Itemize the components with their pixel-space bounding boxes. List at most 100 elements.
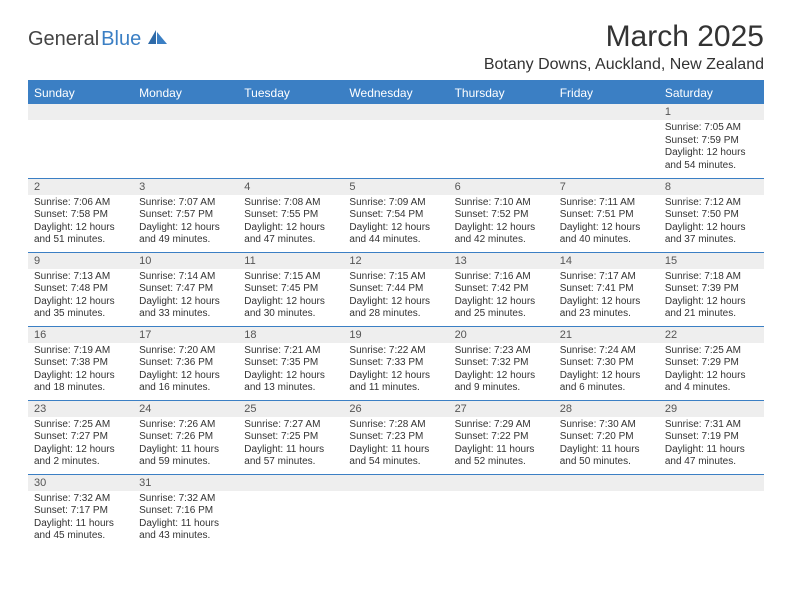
daylight-line-1: Daylight: 12 hours	[665, 296, 758, 309]
calendar-cell: 15Sunrise: 7:18 AMSunset: 7:39 PMDayligh…	[659, 252, 764, 326]
sunrise-line: Sunrise: 7:24 AM	[560, 345, 653, 358]
day-number	[28, 104, 133, 120]
daylight-line-2: and 13 minutes.	[244, 382, 337, 395]
calendar-cell: 9Sunrise: 7:13 AMSunset: 7:48 PMDaylight…	[28, 252, 133, 326]
daylight-line-1: Daylight: 12 hours	[34, 222, 127, 235]
daylight-line-1: Daylight: 12 hours	[34, 296, 127, 309]
calendar-cell	[554, 474, 659, 548]
daylight-line-2: and 21 minutes.	[665, 308, 758, 321]
calendar-cell	[238, 474, 343, 548]
calendar-cell: 17Sunrise: 7:20 AMSunset: 7:36 PMDayligh…	[133, 326, 238, 400]
sunset-line: Sunset: 7:55 PM	[244, 209, 337, 222]
title-block: March 2025 Botany Downs, Auckland, New Z…	[484, 20, 764, 74]
day-number: 25	[238, 401, 343, 417]
calendar-cell: 2Sunrise: 7:06 AMSunset: 7:58 PMDaylight…	[28, 178, 133, 252]
day-number: 19	[343, 327, 448, 343]
daylight-line-1: Daylight: 12 hours	[560, 222, 653, 235]
day-content: Sunrise: 7:24 AMSunset: 7:30 PMDaylight:…	[554, 343, 659, 399]
page: General Blue March 2025 Botany Downs, Au…	[0, 0, 792, 568]
sunset-line: Sunset: 7:30 PM	[560, 357, 653, 370]
sunset-line: Sunset: 7:17 PM	[34, 505, 127, 518]
day-content: Sunrise: 7:08 AMSunset: 7:55 PMDaylight:…	[238, 195, 343, 251]
daylight-line-1: Daylight: 11 hours	[34, 518, 127, 531]
daylight-line-2: and 4 minutes.	[665, 382, 758, 395]
sunrise-line: Sunrise: 7:25 AM	[34, 419, 127, 432]
calendar-cell: 29Sunrise: 7:31 AMSunset: 7:19 PMDayligh…	[659, 400, 764, 474]
logo: General Blue	[28, 28, 169, 51]
day-number: 30	[28, 475, 133, 491]
day-content: Sunrise: 7:27 AMSunset: 7:25 PMDaylight:…	[238, 417, 343, 473]
calendar-cell: 10Sunrise: 7:14 AMSunset: 7:47 PMDayligh…	[133, 252, 238, 326]
daylight-line-1: Daylight: 12 hours	[349, 296, 442, 309]
calendar-cell: 12Sunrise: 7:15 AMSunset: 7:44 PMDayligh…	[343, 252, 448, 326]
day-content: Sunrise: 7:12 AMSunset: 7:50 PMDaylight:…	[659, 195, 764, 251]
calendar-cell	[554, 104, 659, 178]
sunrise-line: Sunrise: 7:08 AM	[244, 197, 337, 210]
calendar-cell	[343, 104, 448, 178]
calendar-cell	[449, 104, 554, 178]
sunrise-line: Sunrise: 7:32 AM	[34, 493, 127, 506]
calendar-cell: 26Sunrise: 7:28 AMSunset: 7:23 PMDayligh…	[343, 400, 448, 474]
daylight-line-2: and 47 minutes.	[244, 234, 337, 247]
daylight-line-1: Daylight: 12 hours	[665, 222, 758, 235]
sunset-line: Sunset: 7:59 PM	[665, 135, 758, 148]
day-number: 31	[133, 475, 238, 491]
sunrise-line: Sunrise: 7:09 AM	[349, 197, 442, 210]
weekday-header: Friday	[554, 82, 659, 104]
calendar-cell	[238, 104, 343, 178]
calendar-cell	[659, 474, 764, 548]
day-content: Sunrise: 7:25 AMSunset: 7:27 PMDaylight:…	[28, 417, 133, 473]
sunrise-line: Sunrise: 7:20 AM	[139, 345, 232, 358]
daylight-line-2: and 42 minutes.	[455, 234, 548, 247]
daylight-line-1: Daylight: 12 hours	[139, 222, 232, 235]
sunset-line: Sunset: 7:35 PM	[244, 357, 337, 370]
sunset-line: Sunset: 7:48 PM	[34, 283, 127, 296]
daylight-line-1: Daylight: 12 hours	[455, 296, 548, 309]
calendar-week-row: 30Sunrise: 7:32 AMSunset: 7:17 PMDayligh…	[28, 474, 764, 548]
sunrise-line: Sunrise: 7:21 AM	[244, 345, 337, 358]
calendar-cell: 8Sunrise: 7:12 AMSunset: 7:50 PMDaylight…	[659, 178, 764, 252]
day-number: 7	[554, 179, 659, 195]
daylight-line-2: and 33 minutes.	[139, 308, 232, 321]
sunrise-line: Sunrise: 7:31 AM	[665, 419, 758, 432]
daylight-line-2: and 30 minutes.	[244, 308, 337, 321]
calendar-cell	[449, 474, 554, 548]
day-content: Sunrise: 7:14 AMSunset: 7:47 PMDaylight:…	[133, 269, 238, 325]
day-number: 12	[343, 253, 448, 269]
day-content: Sunrise: 7:11 AMSunset: 7:51 PMDaylight:…	[554, 195, 659, 251]
calendar-week-row: 1Sunrise: 7:05 AMSunset: 7:59 PMDaylight…	[28, 104, 764, 178]
sunset-line: Sunset: 7:52 PM	[455, 209, 548, 222]
day-content: Sunrise: 7:09 AMSunset: 7:54 PMDaylight:…	[343, 195, 448, 251]
day-number: 1	[659, 104, 764, 120]
calendar-week-row: 2Sunrise: 7:06 AMSunset: 7:58 PMDaylight…	[28, 178, 764, 252]
sunrise-line: Sunrise: 7:27 AM	[244, 419, 337, 432]
day-number: 10	[133, 253, 238, 269]
day-content: Sunrise: 7:15 AMSunset: 7:44 PMDaylight:…	[343, 269, 448, 325]
day-content: Sunrise: 7:32 AMSunset: 7:17 PMDaylight:…	[28, 491, 133, 547]
sunset-line: Sunset: 7:45 PM	[244, 283, 337, 296]
day-content	[28, 120, 133, 170]
calendar-cell: 14Sunrise: 7:17 AMSunset: 7:41 PMDayligh…	[554, 252, 659, 326]
sunset-line: Sunset: 7:47 PM	[139, 283, 232, 296]
sunset-line: Sunset: 7:27 PM	[34, 431, 127, 444]
day-content: Sunrise: 7:26 AMSunset: 7:26 PMDaylight:…	[133, 417, 238, 473]
logo-word2: Blue	[101, 28, 141, 51]
sunrise-line: Sunrise: 7:28 AM	[349, 419, 442, 432]
sunrise-line: Sunrise: 7:14 AM	[139, 271, 232, 284]
location: Botany Downs, Auckland, New Zealand	[484, 56, 764, 74]
weekday-header: Saturday	[659, 82, 764, 104]
daylight-line-2: and 18 minutes.	[34, 382, 127, 395]
weekday-header: Monday	[133, 82, 238, 104]
sunrise-line: Sunrise: 7:23 AM	[455, 345, 548, 358]
daylight-line-2: and 25 minutes.	[455, 308, 548, 321]
day-number	[554, 475, 659, 491]
daylight-line-2: and 57 minutes.	[244, 456, 337, 469]
sunset-line: Sunset: 7:16 PM	[139, 505, 232, 518]
sunrise-line: Sunrise: 7:29 AM	[455, 419, 548, 432]
day-content: Sunrise: 7:23 AMSunset: 7:32 PMDaylight:…	[449, 343, 554, 399]
day-content: Sunrise: 7:05 AMSunset: 7:59 PMDaylight:…	[659, 120, 764, 176]
sunrise-line: Sunrise: 7:18 AM	[665, 271, 758, 284]
calendar-cell: 7Sunrise: 7:11 AMSunset: 7:51 PMDaylight…	[554, 178, 659, 252]
day-content: Sunrise: 7:31 AMSunset: 7:19 PMDaylight:…	[659, 417, 764, 473]
calendar-cell: 21Sunrise: 7:24 AMSunset: 7:30 PMDayligh…	[554, 326, 659, 400]
